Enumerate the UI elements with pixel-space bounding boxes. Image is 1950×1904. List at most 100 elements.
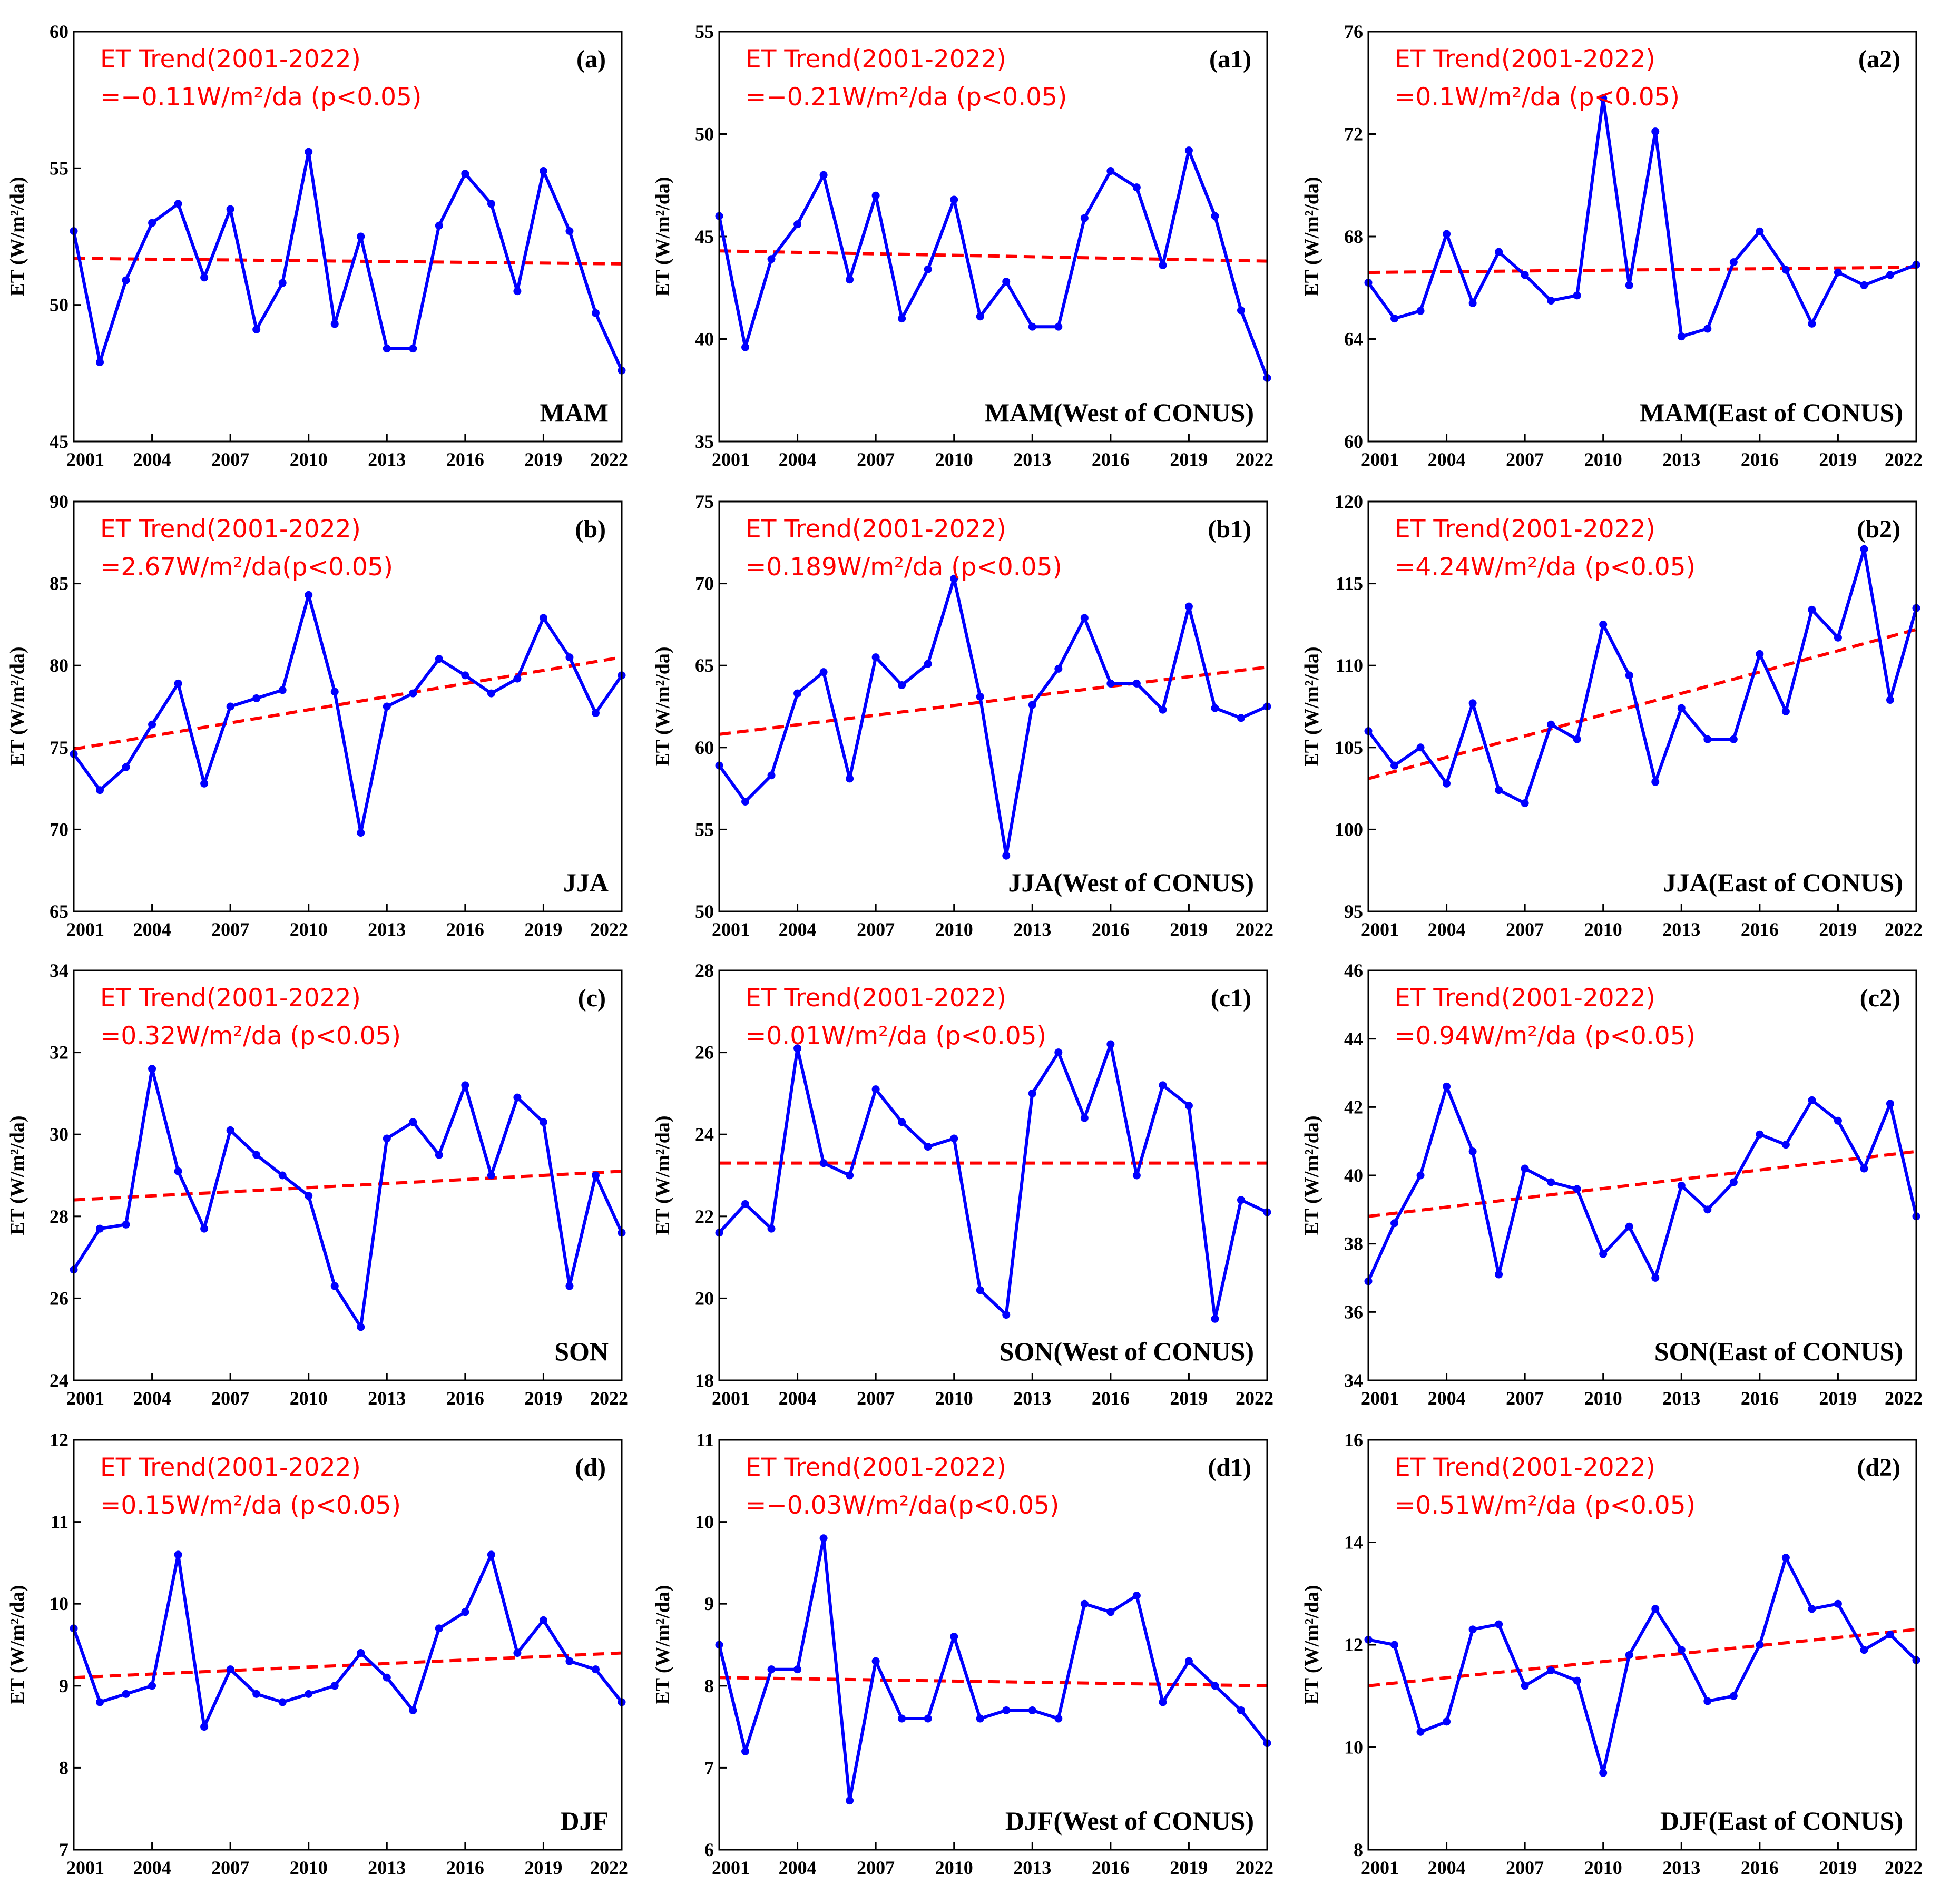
data-point xyxy=(305,148,313,156)
data-point xyxy=(539,1616,547,1624)
trend-title: ET Trend(2001-2022) xyxy=(1395,515,1655,544)
panel-b: ET (W/m²/da) 65 70 75 80 85 90 2001 2004 2007 2010… xyxy=(6,491,628,940)
x-tick-label: 2016 xyxy=(1741,1857,1779,1878)
data-point xyxy=(950,1632,958,1641)
panel-d1: ET (W/m²/da) 6 7 8 9 10 11 2001 2004 2007 2010 2013… xyxy=(652,1429,1273,1878)
data-point xyxy=(871,1085,880,1094)
x-tick-label: 2004 xyxy=(1428,449,1466,470)
data-point xyxy=(1808,1096,1816,1104)
data-point xyxy=(1028,1706,1036,1714)
data-point xyxy=(1132,679,1141,688)
panel-label: (a2) xyxy=(1858,45,1900,73)
y-tick-label: 11 xyxy=(51,1512,68,1533)
data-point xyxy=(1599,1769,1608,1777)
data-point xyxy=(1599,620,1608,629)
y-tick-label: 70 xyxy=(695,573,714,594)
y-tick-label: 9 xyxy=(59,1675,68,1696)
y-tick-label: 8 xyxy=(59,1757,68,1778)
data-point xyxy=(846,1797,854,1805)
x-tick-label: 2007 xyxy=(211,449,249,470)
x-tick-label: 2007 xyxy=(1506,449,1544,470)
season-label: MAM(West of CONUS) xyxy=(985,398,1254,427)
x-tick-label: 2007 xyxy=(1506,1388,1544,1409)
data-point xyxy=(1468,1625,1477,1634)
trend-title: ET Trend(2001-2022) xyxy=(100,515,361,544)
data-point xyxy=(1860,1646,1868,1654)
data-point xyxy=(1756,650,1764,658)
data-point xyxy=(174,1167,182,1175)
x-tick-label: 2013 xyxy=(1662,1388,1700,1409)
x-tick-label: 2004 xyxy=(779,919,817,940)
y-axis-label: ET (W/m²/da) xyxy=(6,646,28,766)
data-point xyxy=(1106,679,1115,688)
x-tick-label: 2010 xyxy=(290,1857,328,1878)
data-point xyxy=(1651,778,1660,786)
data-point xyxy=(330,1282,339,1290)
data-point xyxy=(924,265,932,273)
x-tick-label: 2007 xyxy=(211,1857,249,1878)
trend-value: =−0.21W/m²/da (p<0.05) xyxy=(746,83,1067,112)
data-point xyxy=(1416,743,1425,752)
plot-frame xyxy=(73,1439,623,1851)
data-point xyxy=(950,574,958,583)
x-tick-label: 2007 xyxy=(857,1857,895,1878)
x-tick-label: 2022 xyxy=(590,449,628,470)
panel-a: ET (W/m²/da) 45 50 55 60 2001 2004 2007 2010 2013… xyxy=(6,21,628,470)
data-point xyxy=(148,720,156,729)
data-point xyxy=(1495,248,1503,256)
y-tick-label: 8 xyxy=(1354,1839,1363,1860)
x-tick-label: 2010 xyxy=(1584,1857,1622,1878)
data-point xyxy=(487,200,495,208)
x-tick-label: 2007 xyxy=(1506,1857,1544,1878)
data-point xyxy=(1106,167,1115,175)
y-axis-label: ET (W/m²/da) xyxy=(652,1585,674,1704)
data-point xyxy=(1028,322,1036,331)
data-point xyxy=(1211,212,1219,220)
x-tick-label: 2007 xyxy=(1506,919,1544,940)
data-point xyxy=(461,170,469,178)
trend-value: =0.15W/m²/da (p<0.05) xyxy=(100,1491,401,1520)
x-tick-label: 2022 xyxy=(590,1388,628,1409)
data-point xyxy=(1054,1714,1063,1723)
data-point xyxy=(1677,1181,1686,1190)
data-point xyxy=(1028,1089,1036,1097)
data-point xyxy=(1390,315,1399,323)
data-point xyxy=(1159,705,1167,714)
data-point xyxy=(741,1200,750,1208)
data-point xyxy=(1237,1196,1245,1204)
data-point xyxy=(1886,1631,1894,1639)
trend-title: ET Trend(2001-2022) xyxy=(100,984,361,1013)
data-point xyxy=(409,1706,417,1714)
data-point xyxy=(1184,146,1193,155)
data-point xyxy=(383,1134,391,1143)
data-point xyxy=(1237,1706,1245,1714)
data-point xyxy=(1468,699,1477,708)
trend-title: ET Trend(2001-2022) xyxy=(100,1453,361,1482)
data-point xyxy=(565,227,574,235)
y-tick-label: 34 xyxy=(1344,1370,1363,1391)
data-point xyxy=(409,345,417,353)
data-point xyxy=(1132,1171,1141,1180)
data-point xyxy=(122,276,130,284)
data-point xyxy=(793,689,802,698)
y-axis-label: ET (W/m²/da) xyxy=(6,176,28,296)
data-point xyxy=(200,1224,209,1233)
data-point xyxy=(383,345,391,353)
data-point xyxy=(200,1723,209,1731)
data-point xyxy=(793,1665,802,1674)
y-tick-label: 18 xyxy=(695,1370,714,1391)
data-point xyxy=(1521,799,1529,808)
series-line xyxy=(72,1553,623,1729)
season-label: MAM xyxy=(540,398,609,427)
season-label: JJA(East of CONUS) xyxy=(1663,868,1903,897)
x-tick-label: 2001 xyxy=(1361,449,1399,470)
data-point xyxy=(461,671,469,680)
data-point xyxy=(539,1118,547,1126)
y-tick-label: 9 xyxy=(704,1593,714,1614)
data-point xyxy=(767,255,776,263)
y-tick-label: 60 xyxy=(1344,431,1363,452)
data-point xyxy=(357,1649,365,1657)
data-point xyxy=(1159,261,1167,269)
plot-frame xyxy=(73,500,623,912)
plot-frame xyxy=(1367,1439,1917,1851)
